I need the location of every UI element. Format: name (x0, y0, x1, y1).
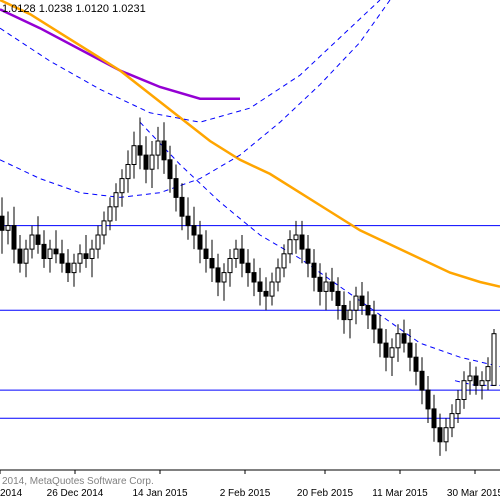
svg-text:30 Mar 2015: 30 Mar 2015 (447, 488, 500, 499)
svg-text:11 Mar 2015: 11 Mar 2015 (372, 488, 428, 499)
svg-text:14 Jan 2015: 14 Jan 2015 (132, 488, 187, 499)
svg-text:26 Dec 2014: 26 Dec 2014 (47, 488, 104, 499)
price-chart[interactable]: 2014 26 Dec 2014 14 Jan 2015 2 Feb 2015 20 F… (0, 0, 500, 500)
svg-text:1.0128 1.0238 1.0120 1.0231: 1.0128 1.0238 1.0120 1.0231 (2, 3, 146, 15)
svg-text:2014, MetaQuotes Software Corp: 2014, MetaQuotes Software Corp. (2, 476, 154, 487)
chart-svg: 2014 26 Dec 2014 14 Jan 2015 2 Feb 2015 20 F… (0, 0, 500, 500)
svg-text:2 Feb 2015: 2 Feb 2015 (220, 488, 271, 499)
svg-text:2014: 2014 (0, 488, 23, 499)
svg-text:20 Feb 2015: 20 Feb 2015 (297, 488, 354, 499)
